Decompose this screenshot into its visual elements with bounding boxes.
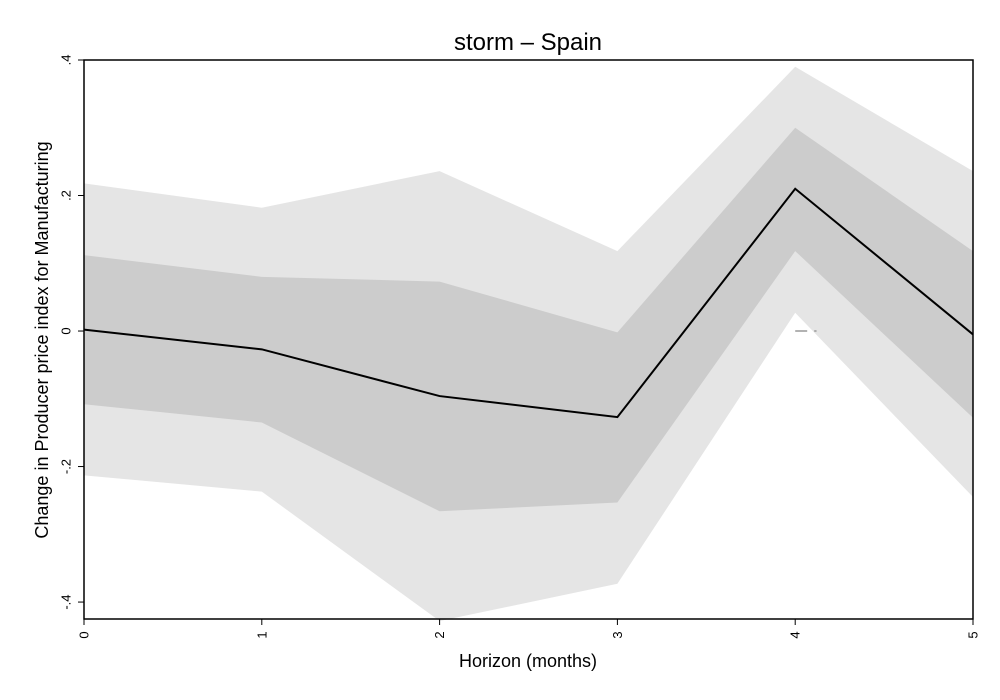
y-tick-label: 0 (59, 327, 74, 334)
plot-frame (83, 59, 974, 620)
y-axis: -.4 -.2 0 .2 .4 (59, 55, 84, 610)
x-tick-label: 4 (788, 631, 803, 638)
plot-area (83, 66, 974, 622)
y-tick-label: .2 (59, 190, 74, 201)
y-tick-label: -.2 (59, 459, 74, 474)
x-tick-label: 5 (966, 631, 981, 638)
x-tick-label: 3 (610, 631, 625, 638)
chart-title: storm – Spain (454, 29, 602, 56)
x-axis-label: Horizon (months) (459, 651, 597, 671)
x-tick-label: 1 (254, 631, 269, 638)
x-tick-label: 2 (432, 631, 447, 638)
x-axis: 0 1 2 3 4 5 (77, 619, 981, 639)
y-tick-label: .4 (59, 55, 74, 66)
x-tick-label: 0 (77, 631, 92, 638)
y-axis-label: Change in Producer price index for Manuf… (32, 141, 52, 538)
y-tick-label: -.4 (59, 594, 74, 609)
inner-confidence-band (84, 127, 973, 512)
estimate-line (83, 187, 974, 419)
